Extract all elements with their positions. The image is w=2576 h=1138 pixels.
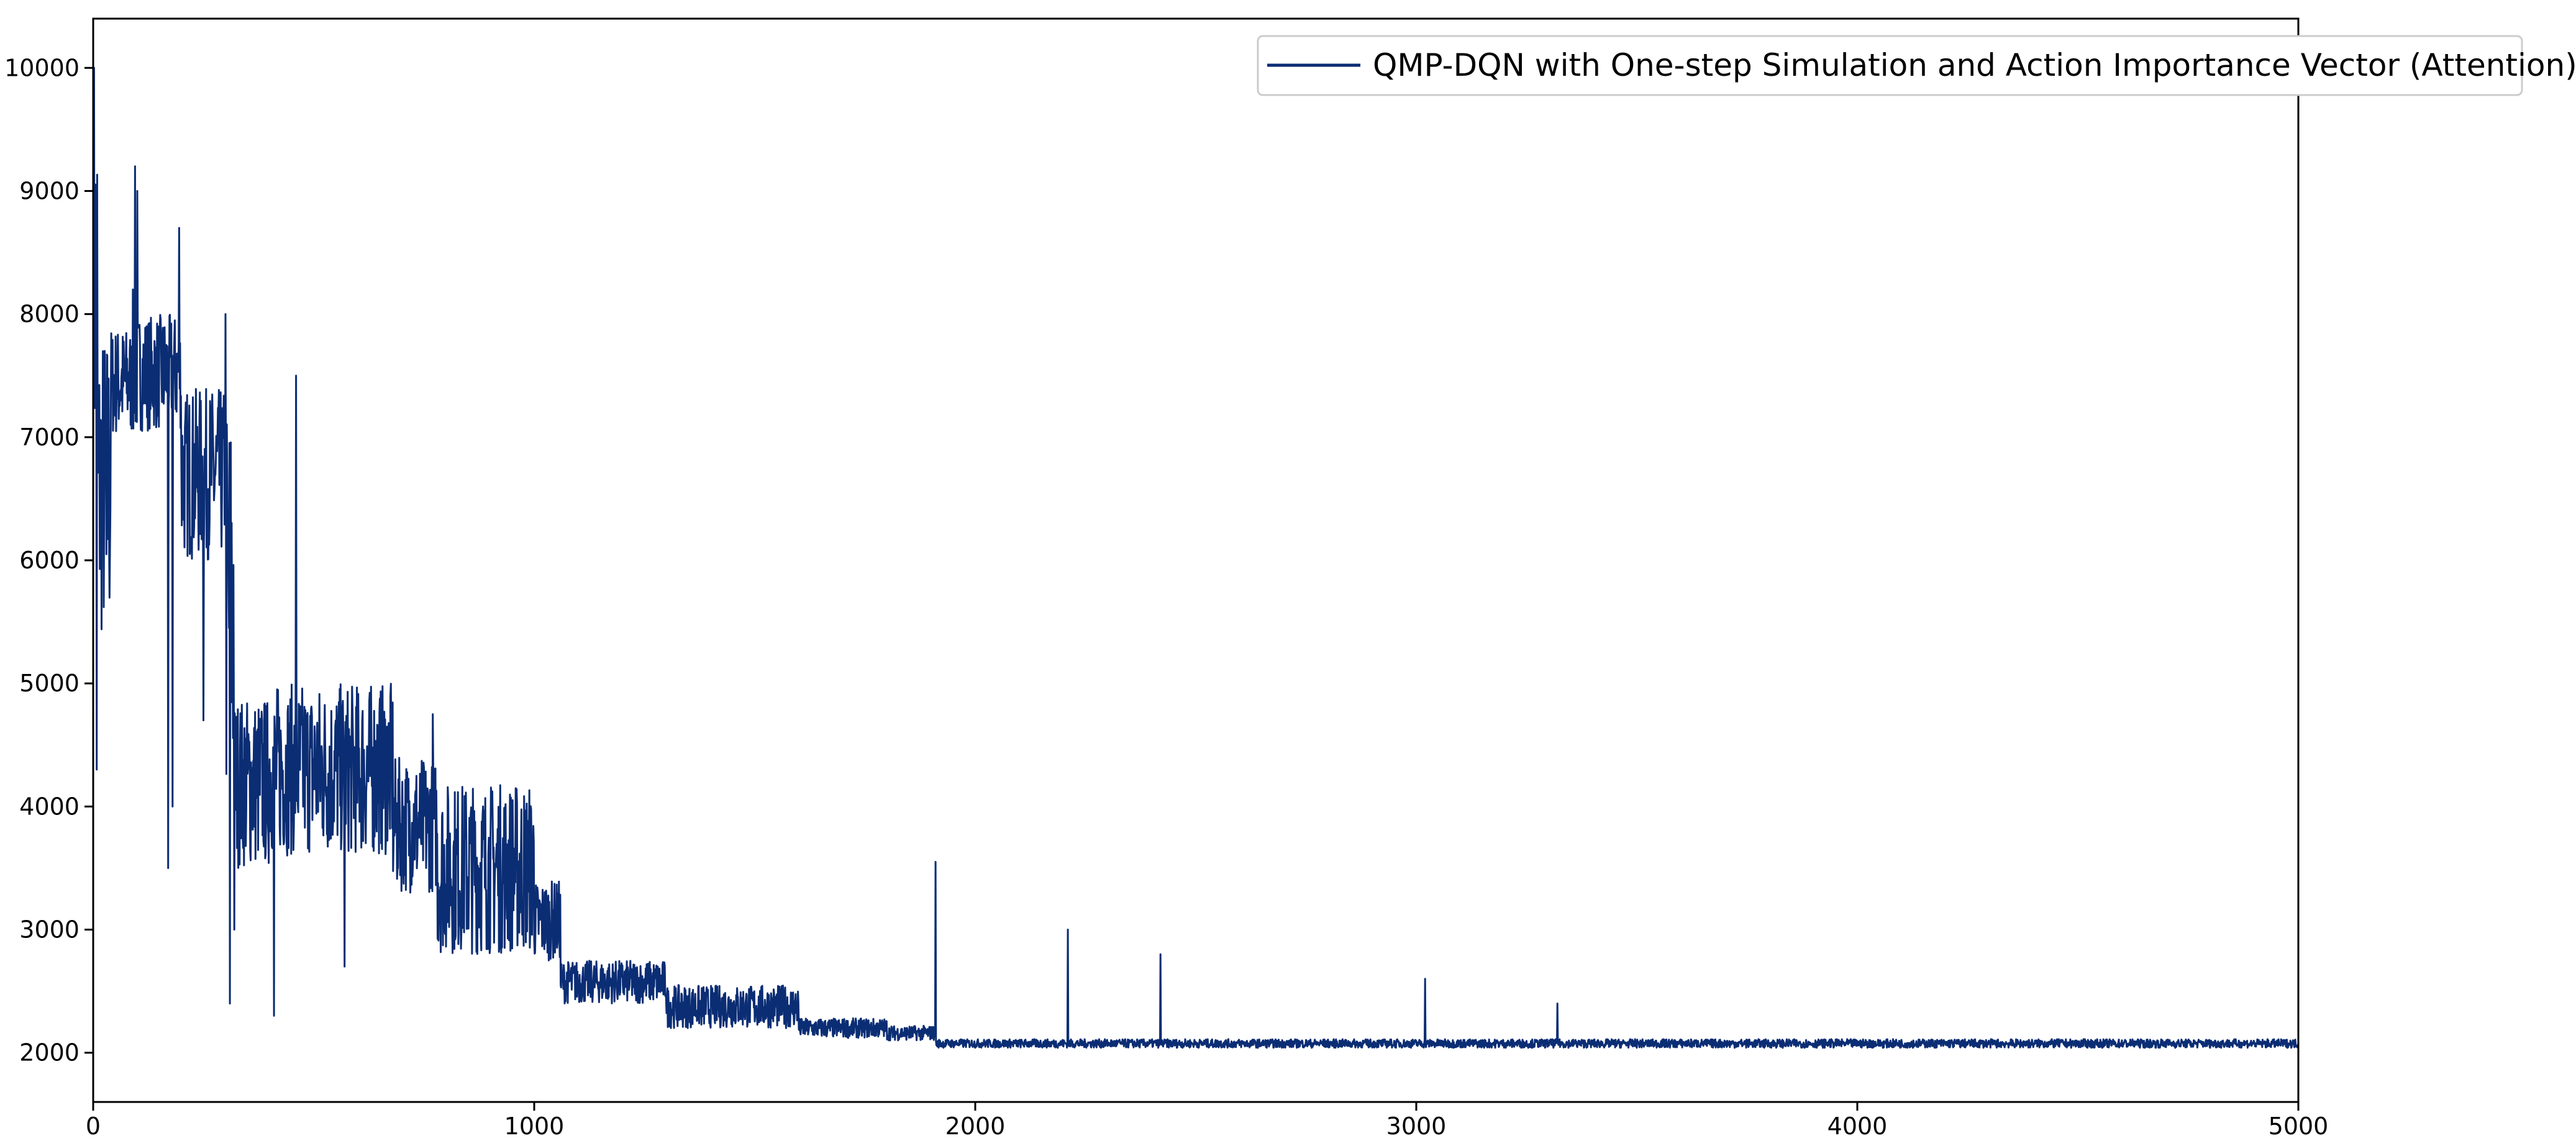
y-tick-label: 6000 (19, 547, 80, 574)
y-tick-label: 9000 (19, 177, 80, 204)
y-axis: 2000 3000 4000 5000 6000 7000 8000 9000 10000 (4, 54, 93, 1067)
y-tick-label: 4000 (19, 793, 80, 820)
legend-box (1257, 35, 2523, 96)
x-tick-label: 3000 (1386, 1113, 1447, 1138)
x-tick-label: 0 (86, 1113, 101, 1138)
x-tick-label: 2000 (945, 1113, 1006, 1138)
plot-frame (92, 17, 2300, 1103)
y-tick-label: 10000 (4, 54, 80, 81)
x-tick-label: 1000 (504, 1113, 565, 1138)
series-layer (92, 66, 2300, 1049)
y-tick-label: 8000 (19, 301, 80, 328)
y-tick-label: 7000 (19, 424, 80, 451)
x-tick-label: 4000 (1827, 1113, 1888, 1138)
plot-background (93, 19, 2298, 1102)
y-tick-label: 2000 (19, 1039, 80, 1067)
y-tick-label: 5000 (19, 670, 80, 697)
legend-label: QMP-DQN with One-step Simulation and Act… (1373, 47, 2576, 83)
legend: QMP-DQN with One-step Simulation and Act… (1257, 35, 2576, 96)
series-line-0 (92, 66, 2300, 1049)
x-axis: 0 1000 2000 3000 4000 5000 (86, 1102, 2328, 1138)
y-tick-label: 3000 (19, 916, 80, 944)
x-tick-label: 5000 (2269, 1113, 2329, 1138)
